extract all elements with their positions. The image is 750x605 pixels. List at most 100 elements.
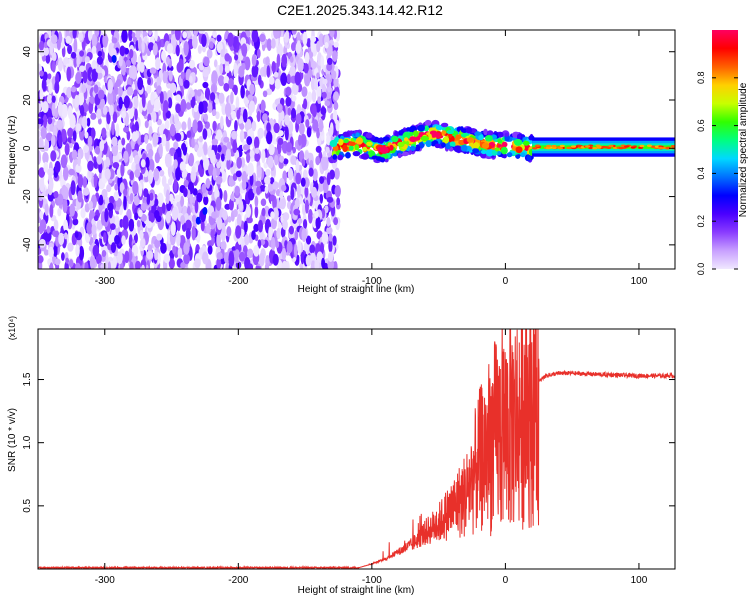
spectrogram-noise-mark	[247, 128, 254, 139]
y-tick-label: 1.0	[22, 435, 33, 449]
spectrogram-noise-mark	[72, 130, 77, 142]
spectrogram-noise-mark	[180, 262, 186, 269]
spectrogram-noise-mark	[270, 236, 276, 251]
spectrogram-noise-mark	[239, 129, 245, 143]
spectrogram-noise-mark	[290, 155, 297, 166]
spectrogram-noise-mark	[247, 94, 254, 101]
spectrogram-noise-mark	[96, 56, 104, 65]
spectrogram-signal-mark	[514, 138, 523, 146]
spectrogram-noise-mark	[104, 207, 109, 223]
colorbar-tick-label: 0.4	[696, 167, 706, 180]
spectrogram-noise-mark	[73, 56, 78, 68]
spectrogram-noise-mark	[312, 105, 317, 118]
spectrogram-noise-mark	[257, 219, 264, 233]
spectrogram-noise-mark	[264, 186, 269, 194]
spectrogram-noise-mark	[67, 44, 73, 55]
spectrogram-noise-mark	[220, 115, 224, 130]
spectrogram-noise-mark	[44, 203, 49, 216]
spectrogram-noise-mark	[124, 47, 130, 55]
spectrogram-noise-mark	[333, 76, 339, 88]
spectrogram-signal-mark	[417, 124, 425, 132]
spectrogram-x-ticks: -300 -200 -100 0 100	[95, 30, 648, 287]
spectrogram-noise-mark	[268, 76, 275, 85]
spectrogram-noise-mark	[202, 81, 209, 89]
spectrogram-noise-mark	[321, 156, 329, 171]
spectrogram-signal-mark	[362, 146, 368, 152]
spectrogram-noise-mark	[308, 51, 314, 59]
spectrogram-signal-mark	[515, 146, 523, 154]
spectrogram-noise-mark	[51, 52, 57, 62]
spectrogram-tone-mark	[624, 145, 630, 148]
spectrogram-noise-mark	[102, 106, 108, 116]
spectrogram-noise-mark	[84, 131, 89, 139]
spectrogram-signal-mark	[355, 132, 360, 138]
spectrogram-noise-mark	[185, 227, 191, 240]
spectrogram-noise-mark	[55, 234, 60, 247]
spectrogram-noise-mark	[246, 248, 254, 259]
spectrogram-noise-mark	[165, 139, 170, 152]
spectrogram-noise-mark	[272, 253, 279, 266]
spectrogram-noise-mark	[39, 210, 44, 219]
spectrogram-noise-mark	[301, 227, 307, 242]
spectrogram-noise-mark	[152, 42, 158, 56]
spectrogram-noise-mark	[208, 41, 214, 49]
spectrogram-noise-mark	[146, 193, 151, 205]
spectrogram-noise-mark	[324, 42, 329, 49]
spectrogram-signal-mark	[342, 131, 350, 138]
spectrogram-noise-mark	[91, 68, 98, 82]
spectrogram-noise-mark	[76, 55, 80, 68]
spectrogram-tone-mark	[630, 146, 636, 149]
spectrogram-noise-mark	[77, 174, 84, 189]
spectrogram-signal-mark	[516, 133, 522, 140]
spectrogram-noise-mark	[57, 57, 64, 72]
x-tick-label: 0	[503, 575, 509, 586]
spectrogram-noise-mark	[74, 94, 80, 108]
spectrogram-noise-mark	[86, 221, 93, 235]
spectrogram-noise-mark	[115, 123, 120, 138]
spectrogram-noise-mark	[61, 252, 65, 261]
spectrogram-noise-mark	[251, 120, 257, 132]
spectrogram-signal-mark	[354, 144, 360, 151]
spectrogram-noise-mark	[223, 251, 229, 264]
spectrogram-signal-mark	[420, 135, 430, 142]
spectrogram-noise-mark	[240, 85, 245, 99]
spectrogram-noise-mark	[327, 251, 334, 262]
spectrogram-noise-mark	[129, 48, 134, 59]
spectrogram-noise-mark	[223, 190, 228, 203]
spectrogram-noise-mark	[247, 162, 254, 177]
spectrogram-noise-mark	[297, 217, 303, 225]
spectrogram-noise-mark	[319, 176, 325, 184]
spectrogram-noise-mark	[235, 170, 242, 178]
spectrogram-noise-mark	[284, 126, 289, 141]
spectrogram-noise-mark	[86, 117, 91, 127]
spectrogram-noise-mark	[117, 86, 123, 97]
spectrogram-noise-mark	[287, 107, 292, 116]
spectrogram-noise-mark	[95, 253, 102, 265]
spectrogram-noise-mark	[194, 258, 201, 268]
spectrogram-noise-mark	[272, 181, 279, 190]
spectrogram-noise-mark	[256, 110, 261, 123]
spectrogram-noise-mark	[326, 134, 331, 146]
spectrogram-noise-mark	[146, 84, 152, 94]
spectrogram-signal-mark	[497, 131, 504, 138]
spectrogram-signal-mark	[478, 134, 484, 141]
spectrogram-noise-mark	[335, 119, 340, 132]
spectrogram-noise-mark	[58, 232, 65, 246]
spectrogram-signal-mark	[441, 142, 446, 148]
spectrogram-signal-mark	[365, 132, 373, 139]
spectrogram-noise-mark	[297, 134, 302, 146]
spectrogram-noise-mark	[146, 221, 153, 229]
spectrogram-noise-mark	[204, 87, 211, 101]
spectrogram-noise-mark	[220, 49, 225, 58]
snr-marks	[38, 329, 675, 569]
colorbar: 0.0 0.2 0.4 0.6 0.8 Normalized spectral ampl…	[696, 30, 749, 275]
spectrogram-noise-mark	[226, 226, 232, 237]
spectrogram-noise-mark	[114, 183, 119, 191]
spectrogram-noise-mark	[70, 51, 77, 59]
chart-title: C2E1.2025.343.14.42.R12	[277, 2, 443, 18]
spectrogram-noise-mark	[225, 148, 232, 161]
spectrogram-noise-mark	[124, 250, 130, 264]
spectrogram-noise-mark	[284, 36, 289, 43]
spectrogram-noise-mark	[45, 54, 51, 64]
spectrogram-noise-mark	[297, 240, 302, 254]
